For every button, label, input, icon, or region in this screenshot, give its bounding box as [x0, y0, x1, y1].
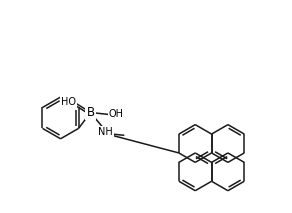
Text: B: B	[86, 106, 95, 119]
Text: OH: OH	[109, 109, 124, 119]
Text: NH: NH	[98, 127, 113, 137]
Text: HO: HO	[61, 96, 76, 106]
